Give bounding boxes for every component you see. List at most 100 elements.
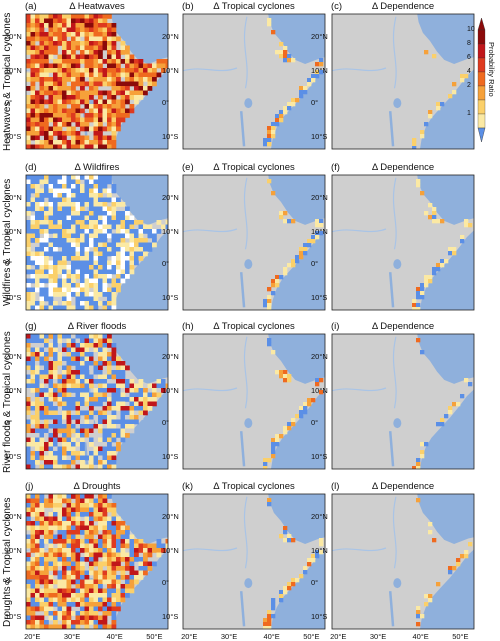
river [392,496,397,569]
map-panel-a [25,13,169,150]
river [332,547,387,552]
lat-tick-label: 0° [162,418,170,428]
lon-tick-label: 30°E [369,632,387,641]
lon-tick-label: 50°E [303,632,320,641]
land [332,175,474,310]
land [183,14,325,149]
lon-tick-label: 30°E [63,632,81,641]
river [183,547,238,552]
river [332,67,387,72]
panel-title: Δ Dependence [371,1,435,12]
river [243,336,248,409]
row-label: Droughts & Tropical cyclones [2,496,13,627]
map-panel-b [182,13,326,150]
land [332,14,474,149]
lat-tick-label: 0° [5,259,13,269]
panel-title: Δ Heatwaves [69,1,125,12]
lat-tick-label: 0° [311,418,319,428]
panel-letter: (j) [25,481,34,492]
lake [388,431,395,467]
panel-title: Δ Dependence [371,321,435,332]
map-panel-i [331,333,475,470]
lat-tick-label: 10°N [311,226,328,236]
panel-letter: (c) [331,1,343,12]
river [392,177,397,250]
river [183,67,238,72]
lat-tick-label: 10°N [311,65,328,75]
lat-tick-label: 20°N [5,31,22,41]
map-panel-j [25,493,169,630]
panel-title: Δ Tropical cyclones [213,162,295,173]
panel-letter: (e) [182,162,194,173]
lake [388,111,395,147]
panel-letter: (h) [182,321,194,332]
lake [244,418,253,429]
lat-tick-label: 20°N [162,511,179,521]
panel-letter: (g) [25,321,37,332]
lake [244,98,253,109]
lat-tick-label: 20°N [162,192,179,202]
colorbar-tick: 1 [467,110,471,117]
lon-tick-label: 30°E [220,632,238,641]
grid-cells [26,334,168,469]
lat-tick-label: 20°N [5,351,22,361]
lat-tick-label: 10°S [5,292,22,302]
lat-tick-label: 10°N [311,545,328,555]
lake [239,431,246,467]
map-panel-g [25,333,169,470]
lake [393,98,402,109]
river [183,228,238,233]
lat-tick-label: 10°S [5,611,22,621]
lon-tick-label: 20°E [181,632,198,641]
lon-tick-label: 50°E [452,632,469,641]
row-label: Wildfires & Tropical cyclones [2,178,13,306]
lake [239,111,246,147]
lat-tick-label: 10°S [5,451,22,461]
panel-letter: (i) [331,321,340,332]
colorbar [477,17,486,143]
panel-title: Δ River floods [67,321,127,332]
lat-tick-label: 10°S [311,292,328,302]
lat-tick-label: 10°S [311,131,328,141]
panel-title: Δ Tropical cyclones [213,1,295,12]
colorbar-tick: 10 [467,26,475,33]
panel-title: Δ Droughts [73,481,121,492]
panel-title: Δ Tropical cyclones [213,481,295,492]
lake [388,591,395,627]
grid-cells [416,498,473,627]
lat-tick-label: 10°N [5,65,22,75]
colorbar-tick: 8 [467,40,471,47]
map-panel-c [331,13,475,150]
land [332,334,474,469]
land [183,175,325,310]
lon-tick-label: 20°E [24,632,41,641]
river [332,228,387,233]
colorbar-tick: 6 [467,54,471,61]
grid-cells [412,338,473,469]
colorbar-tick: 4 [467,68,471,75]
lake [244,578,253,589]
lat-tick-label: 20°N [5,192,22,202]
grid-cells [263,179,324,310]
row-label: River floods & Tropical cyclones [2,330,13,473]
map-panel-e [182,174,326,311]
lat-tick-label: 10°S [162,451,179,461]
lat-tick-label: 20°N [311,511,328,521]
lon-tick-label: 40°E [106,632,123,641]
lat-tick-label: 20°N [162,31,179,41]
map-panel-h [182,333,326,470]
lat-tick-label: 0° [162,578,170,588]
lake [239,272,246,308]
grid-cells [412,50,469,149]
lat-tick-label: 20°N [5,511,22,521]
grid-cells [26,494,168,629]
lat-tick-label: 10°N [162,65,179,75]
grid-cells [263,338,324,469]
lat-tick-label: 10°N [311,385,328,395]
lat-tick-label: 10°N [162,226,179,236]
grid-cells [412,179,473,310]
lat-tick-label: 10°S [162,292,179,302]
panel-title: Δ Wildfires [74,162,120,173]
map-panel-k [182,493,326,630]
